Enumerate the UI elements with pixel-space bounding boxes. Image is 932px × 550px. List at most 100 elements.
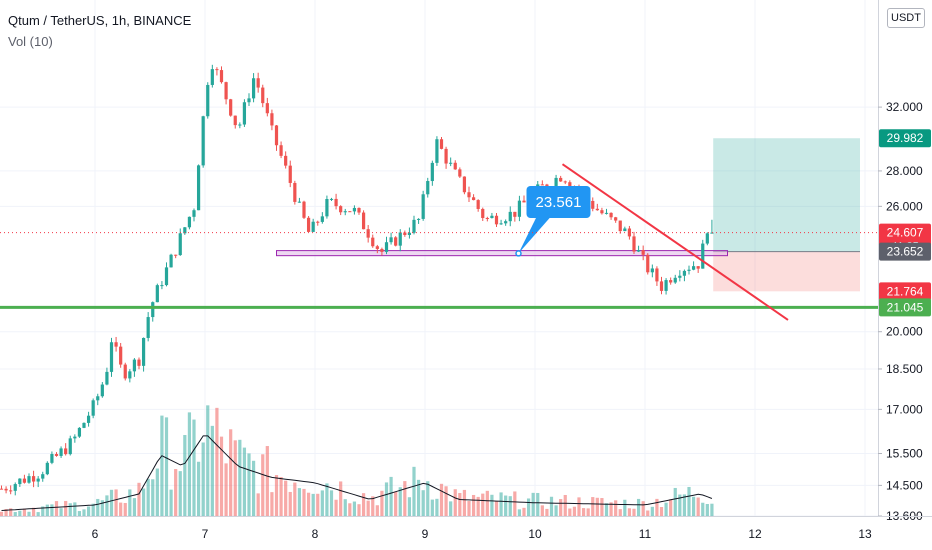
candle-body bbox=[54, 454, 59, 456]
volume-bar bbox=[439, 483, 444, 516]
time-tick-label: 7 bbox=[202, 527, 209, 541]
callout-box[interactable] bbox=[526, 186, 591, 218]
volume-bar bbox=[59, 508, 63, 516]
candle-body bbox=[710, 232, 714, 234]
candle bbox=[504, 219, 508, 226]
volume-bar bbox=[348, 503, 352, 516]
candle-body bbox=[284, 155, 288, 166]
candle bbox=[678, 270, 682, 282]
candle bbox=[320, 212, 324, 224]
volume-bar bbox=[609, 502, 613, 516]
candle bbox=[183, 226, 187, 235]
volume-bar bbox=[261, 454, 265, 516]
volume-bar bbox=[284, 480, 288, 516]
volume-bar bbox=[403, 481, 407, 516]
candle bbox=[563, 180, 567, 185]
candle bbox=[366, 225, 370, 243]
currency-button[interactable]: USDT bbox=[887, 8, 925, 28]
support-zone-rect[interactable] bbox=[276, 250, 728, 257]
volume-bar bbox=[604, 503, 609, 516]
candle bbox=[22, 474, 27, 484]
time-axis[interactable]: 6 7 8 9 10 11 12 13 bbox=[0, 516, 932, 542]
volume-bar bbox=[375, 505, 379, 516]
candle bbox=[45, 461, 49, 476]
candle bbox=[375, 244, 379, 254]
price-callout[interactable]: 23.561 bbox=[515, 186, 591, 257]
time-tick-label: 8 bbox=[312, 527, 319, 541]
candle-body bbox=[485, 217, 489, 219]
candle bbox=[591, 197, 595, 212]
stop-loss-zone[interactable] bbox=[713, 251, 860, 292]
candle-body bbox=[357, 207, 361, 213]
candle-body bbox=[178, 233, 182, 256]
candle bbox=[196, 164, 201, 211]
volume-bar bbox=[50, 504, 54, 516]
candle-body bbox=[517, 200, 522, 217]
candle-body bbox=[224, 82, 228, 100]
candle bbox=[604, 208, 609, 215]
volume-bar bbox=[641, 501, 645, 516]
volume-bar bbox=[664, 502, 668, 516]
volume-bar bbox=[389, 476, 393, 516]
candle bbox=[416, 218, 421, 224]
price-axis[interactable]: 32.000 28.000 26.000 20.000 18.500 17.000 15.5… bbox=[878, 100, 923, 523]
candle-body bbox=[123, 364, 127, 379]
volume-bar bbox=[458, 493, 462, 516]
candle-body bbox=[655, 268, 659, 282]
candle bbox=[18, 478, 22, 487]
candle bbox=[627, 225, 632, 240]
callout-pointer[interactable] bbox=[518, 217, 551, 254]
candle bbox=[490, 212, 494, 219]
candle bbox=[141, 337, 146, 372]
long-position-tool[interactable] bbox=[713, 138, 860, 292]
volume-bar bbox=[678, 494, 682, 516]
candle bbox=[650, 264, 654, 278]
candle-body bbox=[31, 476, 36, 482]
candle bbox=[4, 486, 8, 494]
candle bbox=[508, 206, 512, 227]
volume-bar bbox=[329, 490, 334, 516]
time-tick-label: 9 bbox=[422, 527, 429, 541]
candle bbox=[297, 197, 302, 203]
volume-bar bbox=[192, 419, 196, 516]
candle bbox=[224, 81, 228, 105]
volume-bar bbox=[297, 488, 302, 516]
candle bbox=[623, 226, 627, 232]
volume-bar bbox=[394, 491, 398, 516]
candle-body bbox=[242, 102, 247, 125]
candle bbox=[499, 219, 503, 225]
callout-anchor-dot[interactable] bbox=[515, 250, 522, 257]
volume-bar bbox=[526, 498, 531, 516]
volume-bar bbox=[45, 504, 49, 516]
candle-body bbox=[68, 438, 72, 455]
price-badge-label: 23.652 bbox=[887, 245, 924, 259]
candle-body bbox=[632, 236, 636, 252]
volume-bar bbox=[293, 482, 297, 516]
candle bbox=[687, 265, 691, 275]
candle bbox=[251, 73, 256, 103]
candle bbox=[306, 215, 311, 233]
volume-bar bbox=[100, 500, 104, 516]
candle-body bbox=[412, 219, 416, 233]
trendline-stroke[interactable] bbox=[561, 163, 789, 321]
candle bbox=[348, 211, 352, 213]
candle bbox=[242, 99, 247, 127]
candle-body bbox=[329, 198, 334, 200]
volume-bar bbox=[531, 492, 535, 516]
candle-body bbox=[238, 124, 242, 126]
take-profit-zone[interactable] bbox=[713, 138, 860, 252]
trendline[interactable] bbox=[561, 163, 789, 321]
volume-bar bbox=[146, 478, 150, 516]
candle bbox=[705, 232, 709, 246]
candle-body bbox=[623, 228, 627, 232]
time-tick-label: 10 bbox=[528, 527, 542, 541]
volume-bar bbox=[41, 506, 45, 516]
volume-bar bbox=[247, 453, 251, 516]
support-zone[interactable] bbox=[276, 250, 728, 257]
volume-bar bbox=[302, 488, 306, 516]
candle-body bbox=[114, 342, 118, 347]
candle bbox=[96, 393, 100, 406]
candle-body bbox=[206, 84, 210, 117]
volume-bar bbox=[196, 461, 201, 516]
